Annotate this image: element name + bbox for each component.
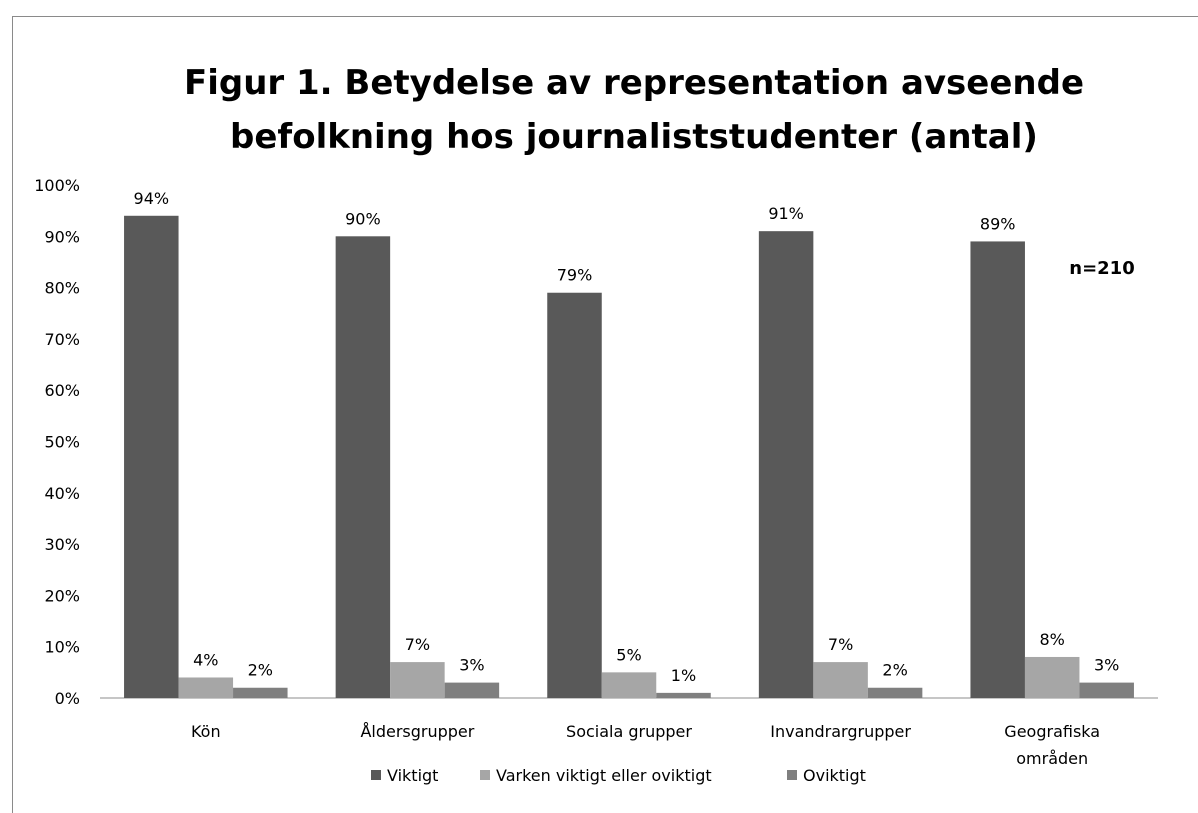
legend-swatch [480,770,490,780]
chart-title-line-1: Figur 1. Betydelse av representation avs… [184,63,1084,103]
sample-size-note: n=210 [1069,258,1134,279]
data-label: 79% [557,266,593,285]
data-label: 4% [193,650,218,669]
legend-label: Viktigt [387,766,438,785]
bar [390,662,445,698]
bar [547,292,602,698]
y-tick-label: 10% [44,638,80,657]
bar [233,687,288,698]
chart-frame [12,16,1198,813]
bar [970,241,1025,698]
data-label: 1% [671,666,696,685]
y-tick-label: 90% [44,227,80,246]
data-label: 5% [616,645,641,664]
bar [867,687,923,698]
bar [1079,682,1134,698]
data-label: 2% [248,661,273,680]
data-label: 91% [768,204,804,223]
y-tick-label: 80% [44,279,80,298]
bar [601,672,657,698]
legend-label: Oviktigt [803,766,866,785]
bar [758,231,814,699]
bar [178,677,234,698]
data-label: 7% [405,635,430,654]
y-tick-label: 20% [44,586,80,605]
y-tick-label: 100% [34,176,80,195]
bars: 94% 4% 2% 90% 7% 3% 79% 5% 1% 91% 7% 2% 89% 8% 3% [124,189,1134,699]
data-label: 7% [828,635,853,654]
chart-title-line-2: befolkning hos journaliststudenter (anta… [230,117,1038,157]
y-tick-label: 70% [44,330,80,349]
bar [813,662,868,698]
x-category-label: Invandrargrupper [770,722,911,741]
bar [335,236,391,699]
data-label: 3% [1094,656,1119,675]
y-tick-label: 60% [44,381,80,400]
x-category-label: Sociala grupper [566,722,692,741]
x-category-label: Geografiska [1004,722,1100,741]
axes: 0% 10% 20% 30% 40% 50% 60% 70% 80% 90% 100% Kön Ålde… [34,176,1158,768]
data-label: 3% [459,656,484,675]
y-tick-label: 30% [44,535,80,554]
data-label: 90% [345,209,381,228]
data-label: 8% [1040,630,1065,649]
data-label: 89% [980,214,1016,233]
legend: Viktigt Varken viktigt eller oviktigt Ovik… [371,766,866,785]
data-label: 94% [134,189,170,208]
data-label: 2% [882,661,907,680]
legend-swatch [787,770,797,780]
bar [124,215,179,698]
x-category-label: Åldersgrupper [360,722,474,741]
x-category-label: områden [1016,749,1088,768]
bar [444,682,500,698]
y-tick-label: 50% [44,433,80,452]
bar [1024,656,1080,698]
bar [656,692,711,698]
legend-label: Varken viktigt eller oviktigt [496,766,712,785]
legend-swatch [371,770,381,780]
y-tick-label: 40% [44,484,80,503]
x-category-label: Kön [191,722,221,741]
y-tick-label: 0% [55,689,80,708]
